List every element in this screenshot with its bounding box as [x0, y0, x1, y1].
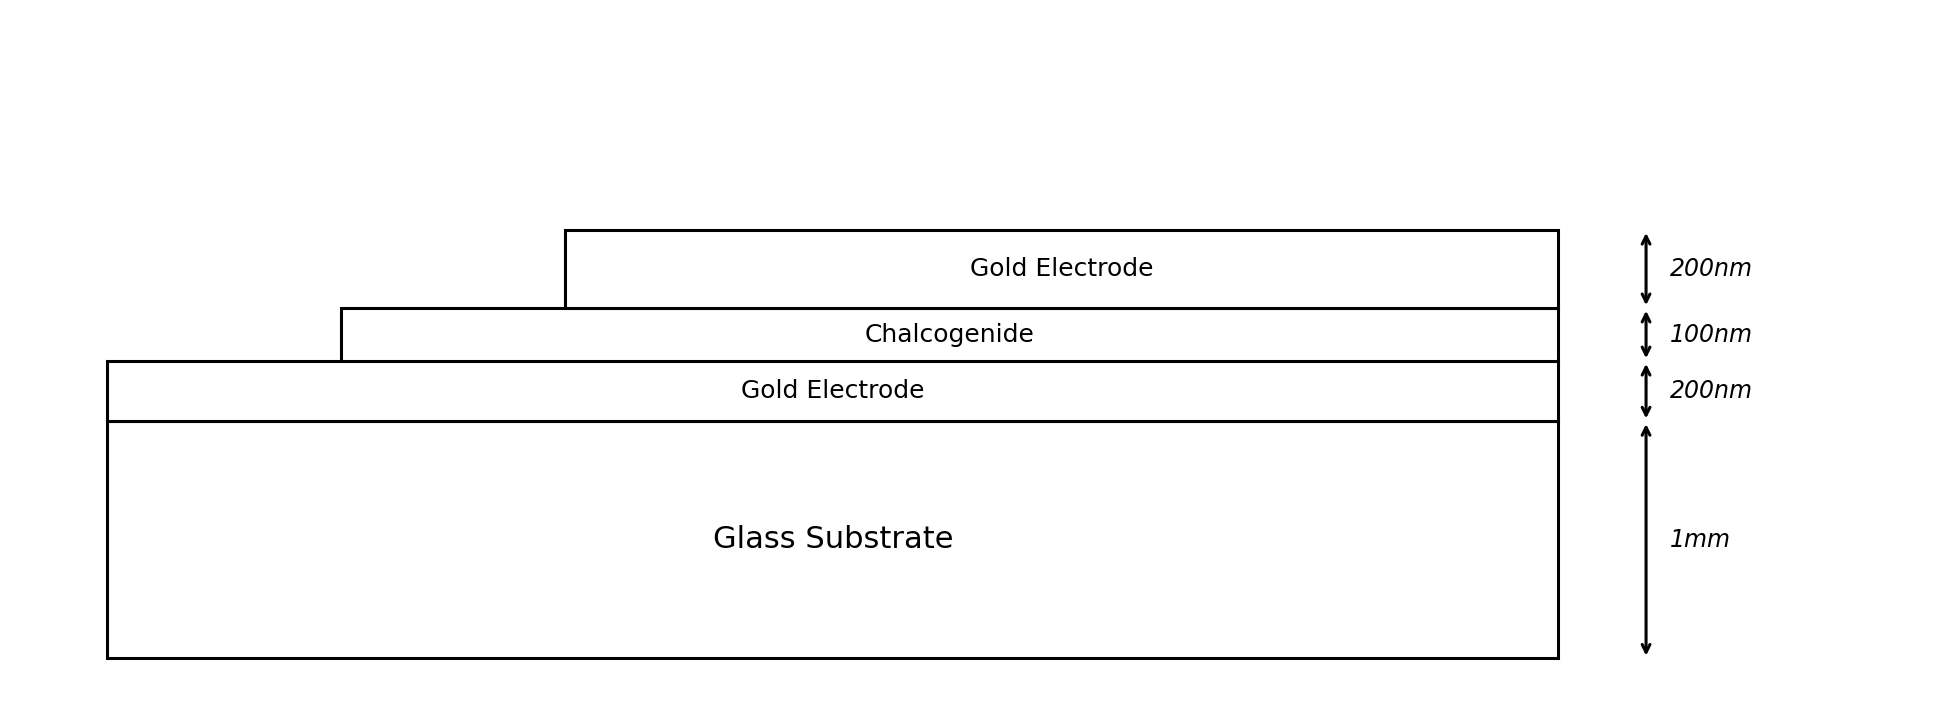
Bar	[341, 308, 1558, 361]
Bar	[107, 421, 1558, 658]
Bar	[107, 361, 1558, 421]
Text: Gold Electrode: Gold Electrode	[740, 379, 925, 403]
Text: 100nm: 100nm	[1669, 323, 1753, 346]
Text: Chalcogenide: Chalcogenide	[865, 323, 1034, 346]
Text: 1mm: 1mm	[1669, 528, 1730, 552]
Text: 200nm: 200nm	[1669, 379, 1753, 403]
Text: Gold Electrode: Gold Electrode	[970, 257, 1153, 281]
Text: 200nm: 200nm	[1669, 257, 1753, 281]
Bar	[565, 230, 1558, 308]
Text: Glass Substrate: Glass Substrate	[713, 525, 953, 554]
